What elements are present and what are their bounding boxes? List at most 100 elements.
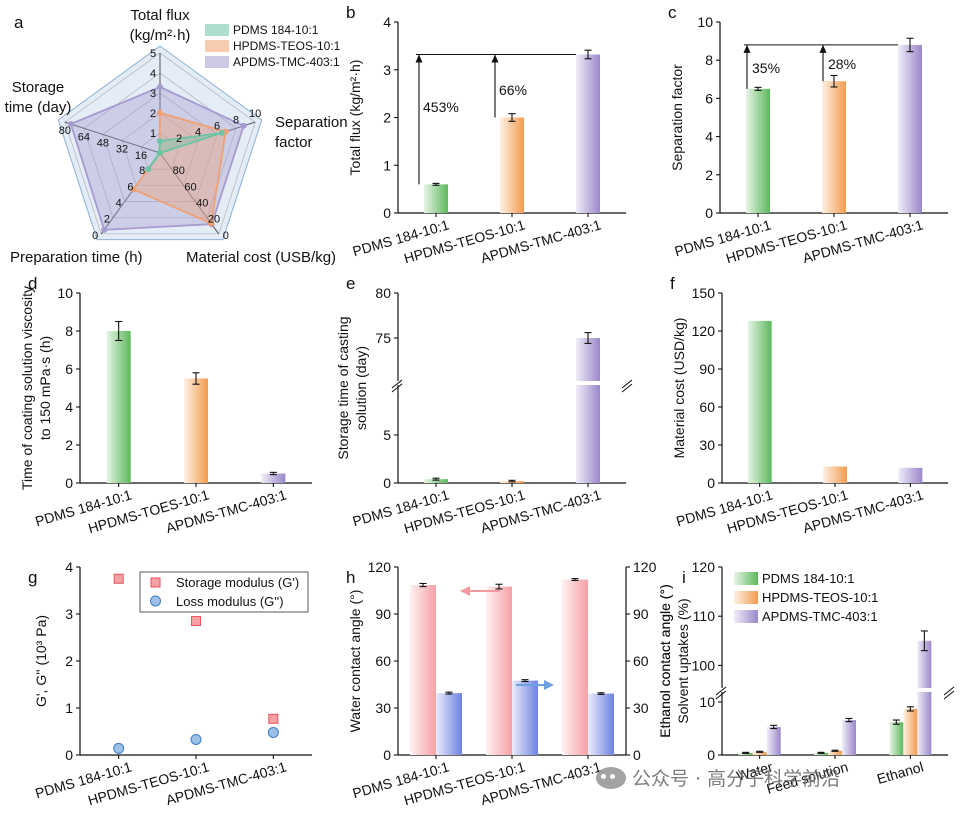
legend-swatch — [734, 572, 758, 585]
radar-tick-label: 0 — [223, 230, 229, 242]
radar-tick-label: 4 — [150, 68, 156, 80]
bar-e-0 — [424, 479, 448, 483]
y-tick-label: 120 — [692, 323, 716, 339]
panel-label-e: e — [346, 274, 355, 293]
radar-tick-label: 2 — [176, 133, 182, 145]
y-axis-title: Time of coating solution viscosity — [19, 286, 35, 490]
y-tick-label: 5 — [383, 427, 391, 443]
y-tick-label: 0 — [705, 205, 713, 221]
radar-tick-label: 2 — [104, 214, 110, 226]
radar-axis-title: time (day) — [5, 99, 72, 116]
y-tick-label-right: 120 — [633, 559, 657, 575]
y-tick-label: 8 — [65, 323, 73, 339]
bar-d-1 — [184, 378, 208, 483]
axis-break-mark — [715, 690, 727, 700]
y-axis-title-extra: Ethanol contact angle (°) — [657, 584, 673, 737]
y-axis-title: G', G'' (10³ Pa) — [33, 615, 49, 707]
y-tick-label: 2 — [65, 437, 73, 453]
radar-axis-title: Preparation time (h) — [10, 249, 143, 266]
y-axis-title: to 150 mPa·s (h) — [37, 336, 53, 440]
panel-label-d: d — [28, 274, 37, 293]
radar-tick-label: 10 — [249, 108, 261, 120]
panel-label-i: i — [682, 568, 686, 587]
radar-axis-title: Material cost (USB/kg) — [186, 249, 336, 266]
bar-b-2 — [576, 54, 600, 213]
x-tick-label: Ethanol — [875, 759, 925, 787]
radar-grid-ring — [64, 52, 256, 235]
watermark-text: 公众号 · 高分子科学前沿 — [632, 768, 841, 790]
legend-label: APDMS-TMC-403:1 — [233, 55, 340, 69]
y-tick-label: 4 — [65, 399, 73, 415]
radar-point — [157, 110, 163, 116]
annotation-text: 66% — [499, 82, 527, 98]
legend-swatch — [205, 40, 229, 52]
y-tick-label: 6 — [705, 90, 713, 106]
radar-tick-label: 4 — [116, 198, 122, 210]
y-tick-label: 150 — [692, 285, 716, 301]
legend-label: Loss modulus (G'') — [176, 594, 284, 609]
radar-point — [156, 149, 163, 156]
y-tick-label: 60 — [375, 653, 391, 669]
annotation-text: 28% — [828, 56, 856, 72]
bar-c-2 — [898, 44, 922, 213]
axis-break-mark — [943, 690, 955, 700]
legend-label: APDMS-TMC-403:1 — [762, 609, 878, 624]
bar-h-0-1 — [486, 586, 512, 755]
bar-i-2-1 — [842, 720, 856, 755]
radar-tick-label: 2 — [150, 108, 156, 120]
increase-arrow-head — [743, 44, 751, 53]
y-tick-label: 3 — [65, 606, 73, 622]
bar-c-1 — [822, 81, 846, 214]
radar-tick-label: 32 — [116, 144, 128, 156]
legend-swatch — [734, 610, 758, 623]
radar-tick-label: 4 — [195, 127, 201, 139]
right-axis-arrow-head — [544, 680, 554, 690]
bar-b-0 — [424, 184, 448, 213]
radar-point — [157, 84, 163, 90]
increase-arrow-head — [415, 54, 423, 63]
radar-axis-title: Separation — [275, 114, 348, 131]
bar-h-0-2 — [562, 579, 588, 755]
y-tick-label: 10 — [697, 14, 713, 30]
legend-swatch — [734, 591, 758, 604]
y-tick-label: 60 — [699, 399, 715, 415]
loss-modulus-point — [113, 742, 125, 754]
radar-axis-title: factor — [275, 134, 313, 151]
axis-break-gap — [716, 688, 954, 692]
y-tick-label: 2 — [383, 110, 391, 126]
radar-spoke — [159, 152, 220, 235]
y-tick-label: 120 — [368, 559, 392, 575]
y-axis-title: Total flux (kg/m²·h) — [347, 60, 363, 176]
watermark: 公众号 · 高分子科学前沿 — [596, 764, 840, 791]
y-tick-label: 75 — [375, 330, 391, 346]
bar-i-2-2 — [917, 640, 932, 755]
y-tick-label: 6 — [65, 361, 73, 377]
y-tick-label: 4 — [383, 14, 391, 30]
bar-i-1-0 — [752, 751, 767, 755]
bar-h-1-2 — [588, 693, 614, 755]
y-tick-label-right: 30 — [633, 700, 649, 716]
y-tick-label: 0 — [65, 747, 73, 763]
y-tick-label: 0 — [383, 205, 391, 221]
panel-label-g: g — [28, 568, 37, 587]
panel-label-h: h — [346, 568, 355, 587]
storage-modulus-point — [113, 573, 124, 584]
y-tick-label-right: 0 — [633, 747, 641, 763]
left-axis-arrow-head — [460, 586, 470, 596]
radar-tick-label: 80 — [173, 165, 185, 177]
increase-arrow-head — [819, 44, 827, 53]
y-tick-label: 120 — [692, 559, 716, 575]
storage-modulus-point — [191, 616, 201, 627]
radar-tick-label: 60 — [184, 181, 196, 193]
legend-box — [139, 571, 309, 613]
axis-break-mark — [715, 686, 727, 696]
increase-arrow-head — [491, 54, 499, 63]
bar-i-2-0 — [766, 726, 781, 755]
radar-point — [101, 226, 108, 233]
y-tick-label: 0 — [383, 747, 391, 763]
storage-modulus-point — [268, 713, 279, 724]
bar-e-2 — [576, 338, 600, 483]
radar-point — [240, 122, 247, 129]
radar-point — [67, 121, 74, 128]
radar-point — [208, 220, 215, 227]
